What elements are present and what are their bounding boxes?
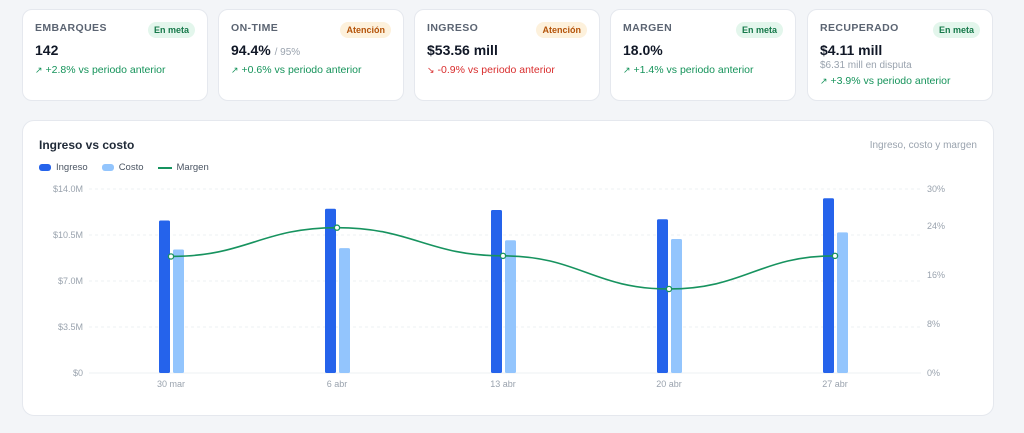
bar-costo (339, 248, 350, 373)
kpi-row: EMBARQUES En meta 142 ↗ +2.8% vs periodo … (22, 9, 994, 101)
legend-label: Margen (176, 162, 209, 173)
legend-swatch-ingreso (39, 164, 51, 171)
bar-ingreso (657, 219, 668, 373)
legend-label: Costo (118, 162, 144, 173)
kpi-label: EMBARQUES (35, 22, 107, 34)
x-tick-label: 20 abr (656, 379, 682, 389)
kpi-delta: ↗ +3.9% vs periodo anterior (820, 75, 980, 87)
y-right-tick-label: 8% (927, 319, 940, 329)
y-left-tick-label: $10.5M (53, 230, 83, 240)
chart-legend: Ingreso Costo Margen (39, 162, 223, 173)
bar-ingreso (159, 220, 170, 373)
kpi-delta-text: +1.4% vs periodo anterior (633, 64, 754, 76)
legend-label: Ingreso (56, 162, 88, 173)
bar-ingreso (325, 208, 336, 373)
chart-panel: Ingreso vs costo Ingreso, costo y margen… (22, 120, 994, 416)
kpi-card-embarques[interactable]: EMBARQUES En meta 142 ↗ +2.8% vs periodo … (22, 9, 208, 101)
kpi-delta-text: +2.8% vs periodo anterior (45, 64, 166, 76)
kpi-subtext: $6.31 mill en disputa (820, 60, 912, 71)
bar-costo (173, 249, 184, 373)
kpi-value: 142 (35, 42, 195, 58)
bar-ingreso (823, 198, 834, 373)
bar-costo (671, 238, 682, 373)
kpi-card-recuperado[interactable]: RECUPERADO En meta $4.11 mill $6.31 mill… (807, 9, 993, 101)
kpi-delta: ↗ +1.4% vs periodo anterior (623, 64, 783, 76)
bar-ingreso (491, 210, 502, 373)
kpi-value: 18.0% (623, 42, 783, 58)
trend-up-icon: ↗ (820, 76, 828, 86)
kpi-label: ON-TIME (231, 22, 279, 34)
legend-item-margen[interactable]: Margen (157, 162, 209, 173)
kpi-label: MARGEN (623, 22, 673, 34)
kpi-card-margen[interactable]: MARGEN En meta 18.0% ↗ +1.4% vs periodo a… (610, 9, 796, 101)
kpi-value: $53.56 mill (427, 42, 587, 58)
y-right-tick-label: 30% (927, 184, 945, 194)
point-margen (499, 252, 507, 260)
x-tick-label: 30 mar (157, 379, 185, 389)
kpi-card-on-time[interactable]: ON-TIME Atención 94.4% / 95% ↗ +0.6% vs p… (218, 9, 404, 101)
trend-up-icon: ↗ (623, 65, 631, 75)
kpi-delta: ↘ -0.9% vs periodo anterior (427, 64, 587, 76)
point-margen (167, 253, 175, 260)
kpi-value-text: $4.11 mill (820, 42, 883, 58)
y-right-tick-label: 16% (927, 270, 945, 280)
trend-up-icon: ↗ (35, 65, 43, 75)
y-right-tick-label: 0% (927, 368, 940, 378)
y-left-tick-label: $0 (73, 368, 83, 378)
bar-costo (505, 240, 516, 373)
status-badge: Atención (536, 22, 587, 38)
y-left-tick-label: $7.0M (58, 276, 83, 286)
kpi-target: / 95% (274, 47, 301, 58)
x-tick-label: 27 abr (822, 379, 848, 389)
bar-costo (837, 232, 848, 373)
kpi-card-ingreso[interactable]: INGRESO Atención $53.56 mill ↘ -0.9% vs p… (414, 9, 600, 101)
legend-item-ingreso[interactable]: Ingreso (39, 162, 88, 173)
y-left-tick-label: $14.0M (53, 184, 83, 194)
chart-plot: $0 $3.5M $7.0M $10.5M $14.0M 0% 8% 16% 24% 30% 30 … (53, 184, 945, 389)
kpi-value-text: 94.4% (231, 42, 271, 58)
status-badge: Atención (340, 22, 391, 38)
chart-subtitle: Ingreso, costo y margen (869, 140, 977, 151)
trend-down-icon: ↘ (427, 65, 435, 75)
legend-item-costo[interactable]: Costo (101, 162, 144, 173)
y-right-tick-label: 24% (927, 221, 945, 231)
point-margen (333, 224, 341, 231)
kpi-label: RECUPERADO (820, 22, 899, 34)
kpi-delta-text: +0.6% vs periodo anterior (241, 64, 362, 76)
kpi-value: 94.4% / 95% (231, 42, 391, 58)
status-badge: En meta (147, 22, 195, 38)
kpi-label: INGRESO (427, 22, 479, 34)
kpi-delta: ↗ +0.6% vs periodo anterior (231, 64, 391, 76)
legend-swatch-costo (101, 164, 114, 171)
status-badge: En meta (932, 22, 980, 38)
legend-swatch-margen (157, 166, 172, 169)
kpi-delta-text: -0.9% vs periodo anterior (437, 64, 555, 76)
trend-up-icon: ↗ (231, 65, 239, 75)
kpi-delta-text: +3.9% vs periodo anterior (830, 75, 951, 87)
chart-title: Ingreso vs costo (39, 138, 135, 152)
y-left-tick-label: $3.5M (58, 322, 83, 332)
kpi-delta: ↗ +2.8% vs periodo anterior (35, 64, 195, 76)
point-margen (665, 285, 673, 293)
kpi-value-text: 18.0% (623, 42, 663, 58)
kpi-value-text: $53.56 mill (427, 42, 498, 58)
x-tick-label: 13 abr (490, 379, 516, 389)
kpi-value: $4.11 mill (820, 42, 980, 58)
kpi-value-text: 142 (35, 42, 59, 58)
status-badge: En meta (735, 22, 783, 38)
point-margen (831, 252, 839, 260)
x-tick-label: 6 abr (327, 379, 348, 389)
